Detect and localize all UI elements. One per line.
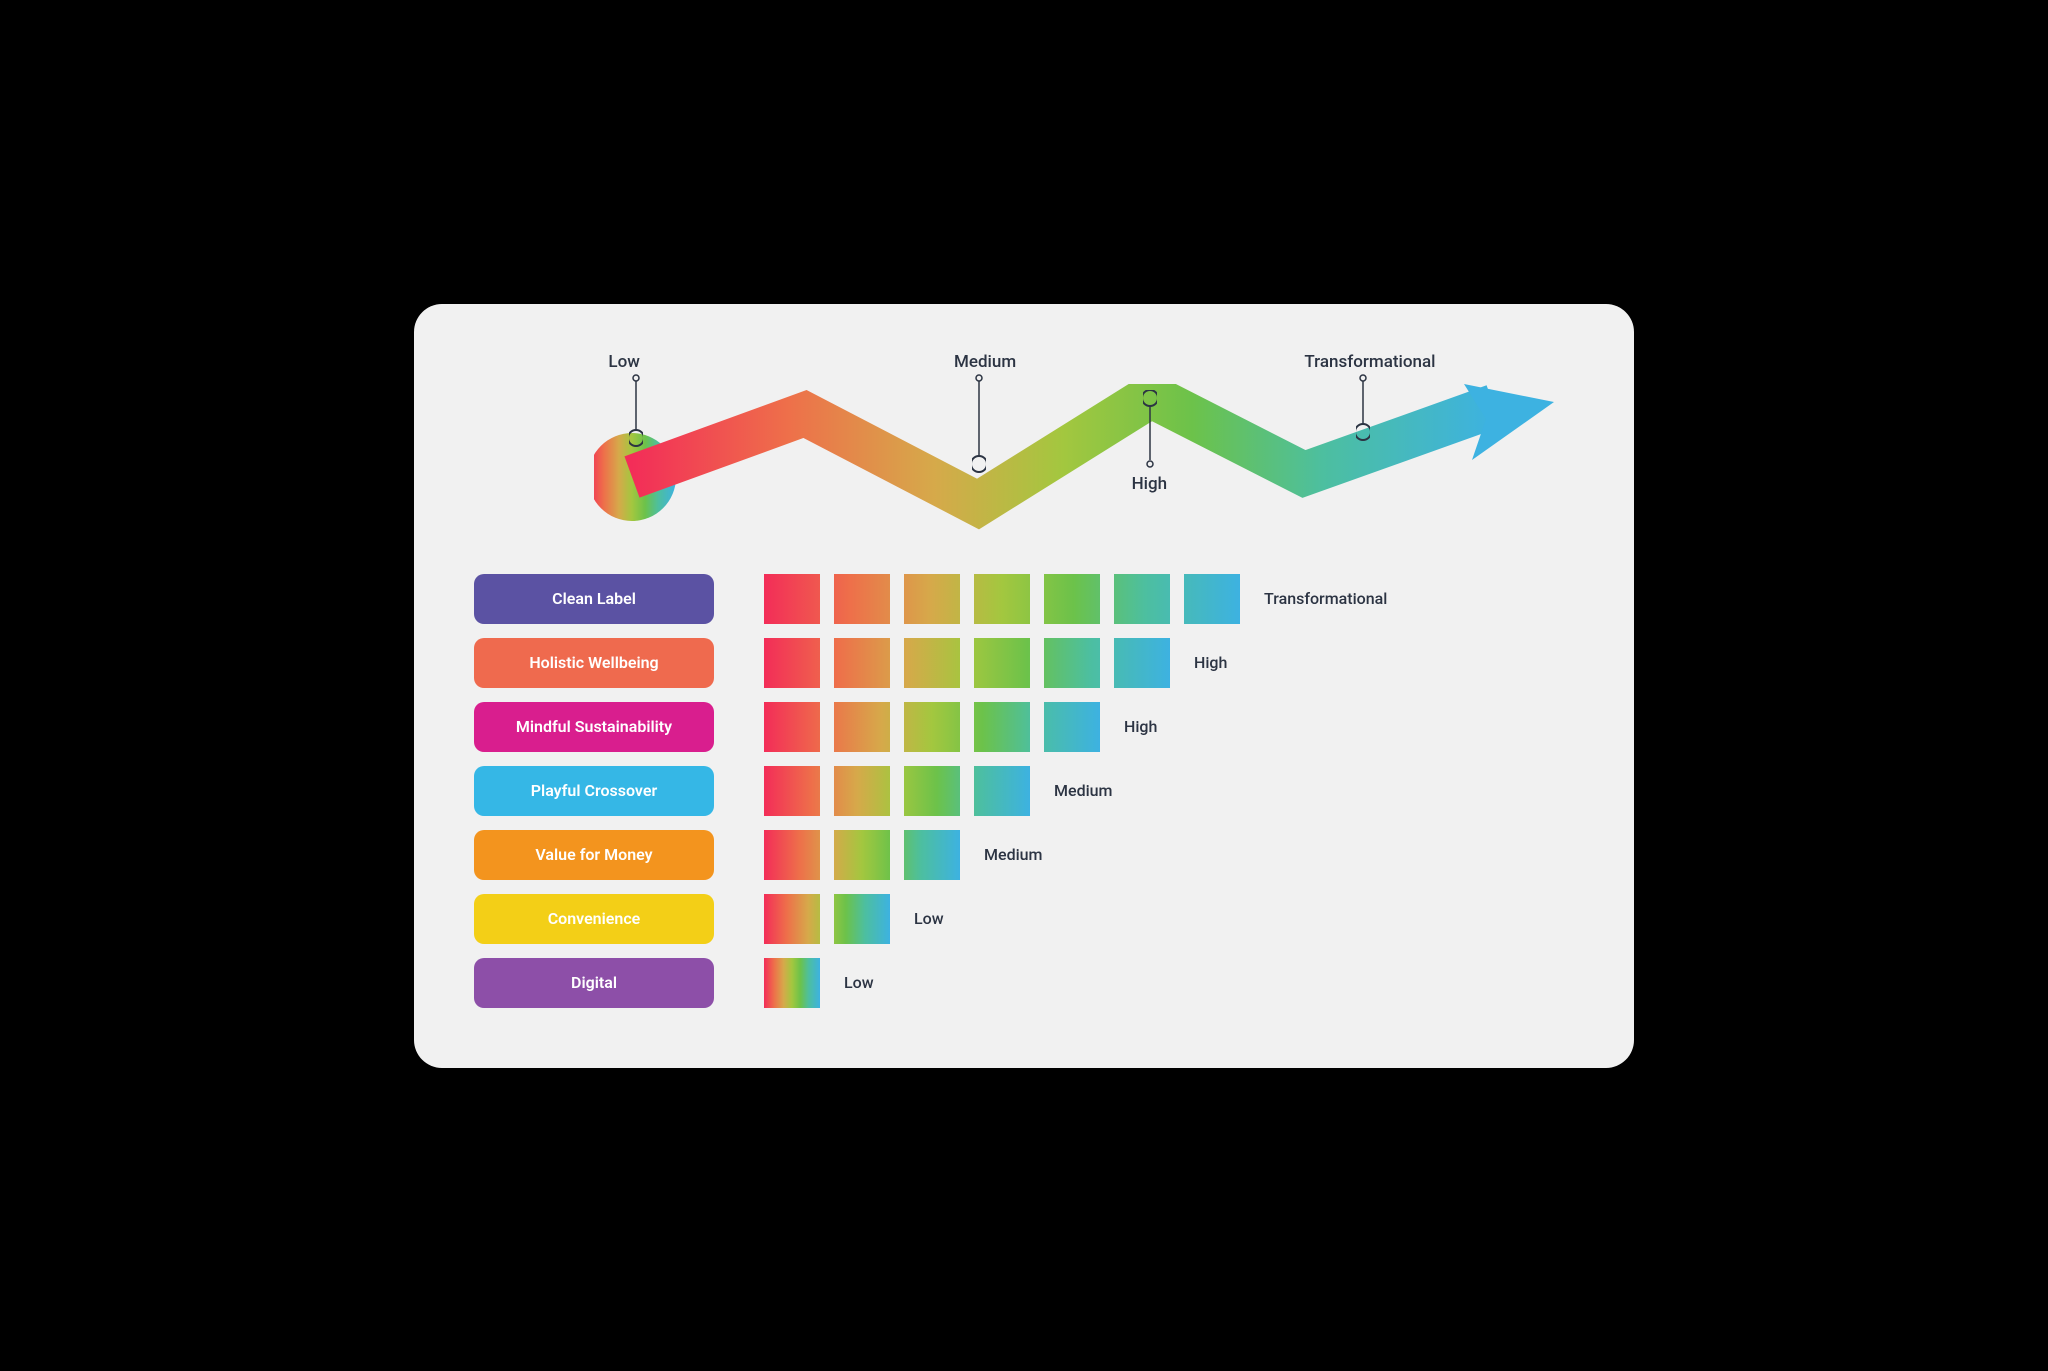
- category-row: Convenience Low: [474, 894, 1574, 944]
- gradient-block: [764, 830, 820, 880]
- row-level-label: Medium: [984, 845, 1043, 864]
- gradient-block: [904, 574, 960, 624]
- scale-label-medium: Medium: [954, 352, 1016, 372]
- category-pill: Convenience: [474, 894, 714, 944]
- blocks-strip: Low: [764, 958, 874, 1008]
- gradient-block: [764, 574, 820, 624]
- gradient-block: [1114, 574, 1170, 624]
- row-level-label: Low: [914, 909, 944, 928]
- blocks-strip: Low: [764, 894, 944, 944]
- scale-marker-transformational: [1356, 374, 1370, 442]
- gradient-block: [834, 638, 890, 688]
- gradient-block: [974, 702, 1030, 752]
- category-label: Mindful Sustainability: [516, 717, 672, 736]
- category-pill: Holistic Wellbeing: [474, 638, 714, 688]
- gradient-block: [834, 766, 890, 816]
- category-row: Playful Crossover Medium: [474, 766, 1574, 816]
- gradient-block: [764, 766, 820, 816]
- gradient-block: [904, 830, 960, 880]
- gradient-block: [834, 574, 890, 624]
- gradient-block: [1114, 638, 1170, 688]
- gradient-block: [1044, 574, 1100, 624]
- category-row: Clean Label Transformational: [474, 574, 1574, 624]
- scale-label-transformational: Transformational: [1304, 352, 1435, 372]
- gradient-block: [974, 574, 1030, 624]
- category-row: Value for Money Medium: [474, 830, 1574, 880]
- gradient-block: [974, 638, 1030, 688]
- category-label: Clean Label: [552, 589, 636, 608]
- category-row: Digital Low: [474, 958, 1574, 1008]
- gradient-block: [904, 766, 960, 816]
- category-label: Value for Money: [535, 845, 652, 864]
- category-row: Holistic Wellbeing High: [474, 638, 1574, 688]
- blocks-strip: High: [764, 638, 1227, 688]
- category-pill: Digital: [474, 958, 714, 1008]
- category-rows: Clean Label Transformational Holistic Well…: [474, 574, 1574, 1008]
- row-level-label: Low: [844, 973, 874, 992]
- blocks-strip: Transformational: [764, 574, 1387, 624]
- gradient-block: [904, 702, 960, 752]
- category-label: Playful Crossover: [531, 781, 657, 800]
- blocks-strip: Medium: [764, 766, 1113, 816]
- row-level-label: Transformational: [1264, 589, 1387, 608]
- category-pill: Playful Crossover: [474, 766, 714, 816]
- infographic-card: Low Medium High Transformational: [414, 304, 1634, 1068]
- scale-marker-low: [629, 374, 643, 448]
- category-label: Holistic Wellbeing: [529, 653, 658, 672]
- gradient-block: [1044, 702, 1100, 752]
- category-pill: Mindful Sustainability: [474, 702, 714, 752]
- scale-marker-high: [1143, 390, 1157, 468]
- gradient-block: [1184, 574, 1240, 624]
- gradient-block: [764, 958, 820, 1008]
- gradient-block: [764, 702, 820, 752]
- blocks-strip: Medium: [764, 830, 1043, 880]
- category-pill: Clean Label: [474, 574, 714, 624]
- scale-arrow-region: Low Medium High Transformational: [594, 344, 1554, 544]
- row-level-label: High: [1124, 717, 1157, 736]
- zigzag-arrow: [594, 384, 1554, 534]
- category-row: Mindful Sustainability High: [474, 702, 1574, 752]
- category-label: Digital: [571, 973, 617, 992]
- gradient-block: [1044, 638, 1100, 688]
- blocks-strip: High: [764, 702, 1157, 752]
- gradient-block: [904, 638, 960, 688]
- gradient-block: [764, 894, 820, 944]
- gradient-block: [764, 638, 820, 688]
- category-label: Convenience: [548, 909, 641, 928]
- gradient-block: [974, 766, 1030, 816]
- scale-marker-medium: [972, 374, 986, 474]
- gradient-block: [834, 830, 890, 880]
- gradient-block: [834, 702, 890, 752]
- row-level-label: Medium: [1054, 781, 1113, 800]
- category-pill: Value for Money: [474, 830, 714, 880]
- scale-label-low: Low: [608, 352, 639, 372]
- scale-label-high: High: [1132, 474, 1167, 494]
- row-level-label: High: [1194, 653, 1227, 672]
- gradient-block: [834, 894, 890, 944]
